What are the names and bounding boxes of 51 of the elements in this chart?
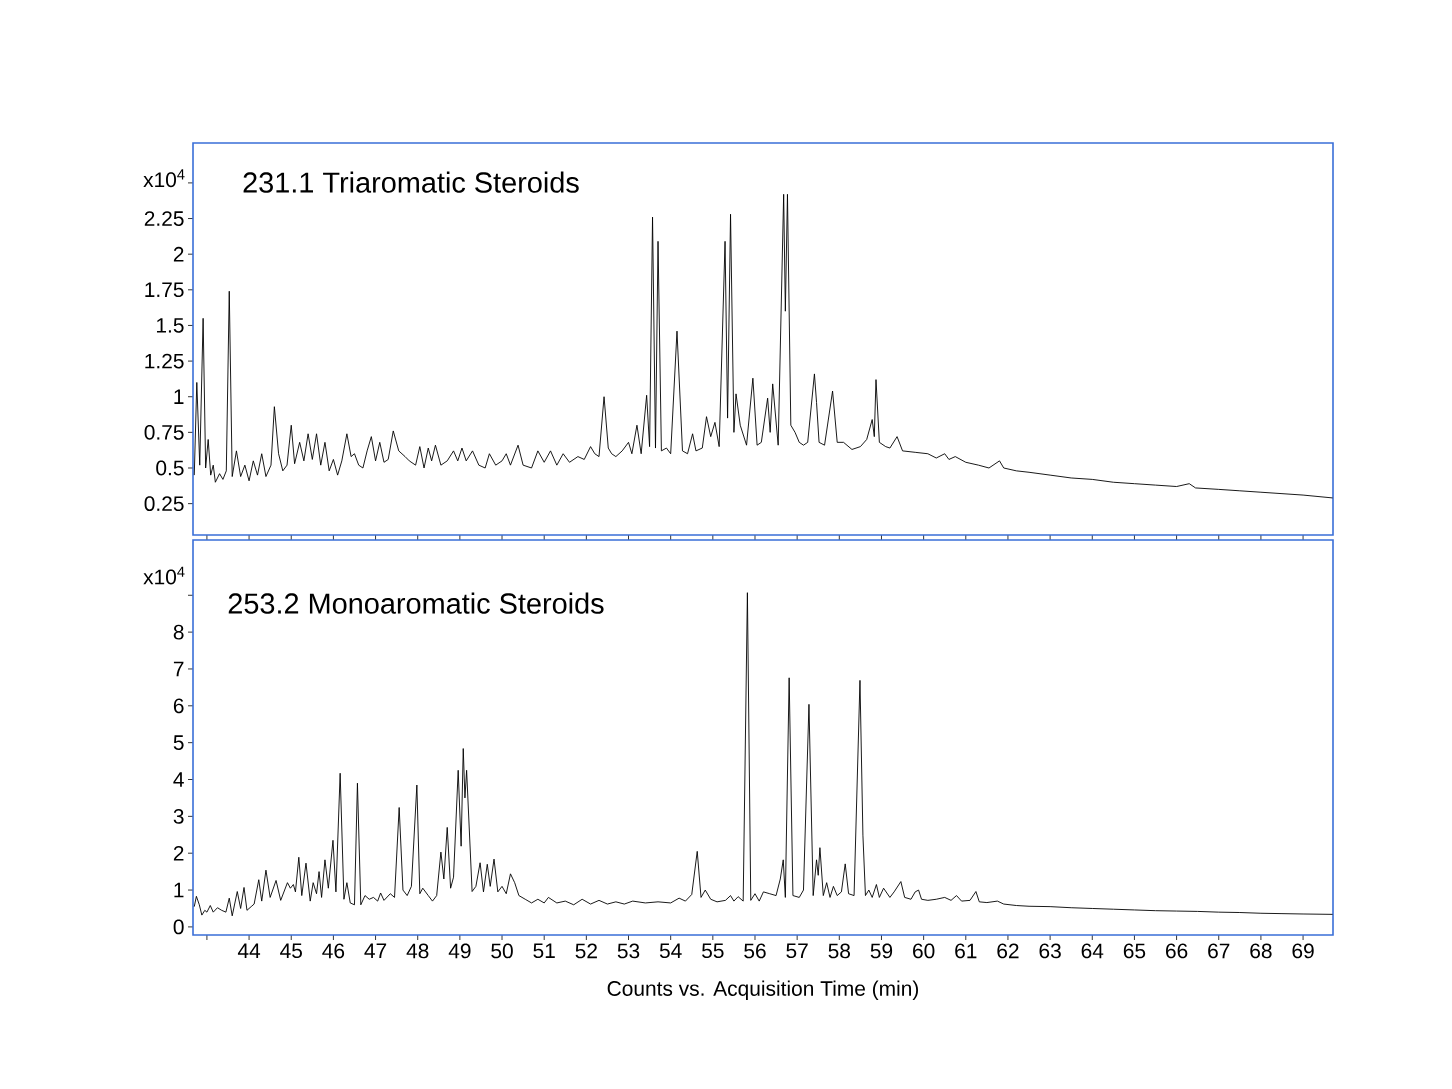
- y-tick-label: 4: [173, 772, 184, 787]
- x-tick-label: 55: [702, 943, 724, 959]
- y-tick-label: 1: [174, 389, 184, 404]
- y-tick-label: 0.75: [144, 424, 184, 440]
- x-tick-label: 60: [913, 943, 935, 959]
- y-tick-label: 3: [173, 808, 184, 824]
- x-tick-label: 44: [237, 943, 261, 958]
- y-tick-label: 0: [173, 919, 184, 935]
- x-tick-label: 48: [406, 943, 429, 959]
- y-tick-label: 2.25: [144, 211, 184, 226]
- y-tick-label: 1.25: [145, 353, 184, 369]
- y-axis-title: x10$^{4}$: [143, 169, 185, 188]
- y-tick-label: 2: [173, 246, 184, 262]
- y-tick-label: 0.25: [144, 496, 184, 512]
- x-tick-label: 62: [997, 943, 1019, 959]
- text: 231.1 Triaromatic Steroids: [243, 171, 579, 193]
- y-tick-label: 8: [173, 624, 184, 640]
- x-tick-label: 61: [955, 943, 977, 959]
- x-tick-label: 69: [1292, 943, 1314, 959]
- x-tick-label: 46: [322, 943, 345, 959]
- x-tick-label: 54: [659, 943, 682, 959]
- y-tick-label: 1.75: [145, 282, 184, 298]
- x-tick-label: 45: [280, 943, 302, 959]
- y-tick-label: 5: [173, 735, 184, 750]
- x-tick-label: 64: [1081, 943, 1104, 959]
- y-tick-label: 0.5: [156, 460, 184, 476]
- x-tick-label: 66: [1166, 943, 1188, 959]
- x-tick-label: 59: [870, 943, 893, 959]
- text: 253.2 Monoaromatic Steroids: [228, 592, 604, 614]
- x-tick-label: 57: [786, 943, 808, 959]
- y-axis-title: x10$^{4}$: [143, 566, 185, 585]
- y-tick-label: 1.5: [156, 318, 184, 333]
- y-tick-label: 7: [173, 661, 184, 677]
- x-tick-label: 56: [744, 943, 766, 959]
- line-series: [193, 193, 1333, 499]
- x-tick-label: 58: [828, 943, 851, 959]
- x-tick-label: 68: [1250, 943, 1272, 959]
- x-tick-label: 49: [448, 943, 471, 959]
- x-tick-label: 47: [364, 943, 387, 958]
- x-tick-label: 51: [533, 943, 555, 959]
- y-tick-label: 2: [173, 845, 184, 861]
- x-tick-label: 50: [491, 943, 513, 959]
- x-tick-label: 53: [617, 943, 640, 959]
- x-tick-label: 52: [575, 943, 597, 959]
- y-tick-label: 6: [173, 698, 184, 714]
- line-series: [193, 592, 1333, 917]
- x-tick-label: 67: [1208, 943, 1230, 959]
- x-tick-label: 63: [1039, 943, 1061, 959]
- x-axis-title: Counts vs. Acquisition Time (min): [607, 980, 919, 1001]
- x-tick-label: 65: [1123, 943, 1146, 959]
- y-tick-label: 1: [174, 882, 184, 898]
